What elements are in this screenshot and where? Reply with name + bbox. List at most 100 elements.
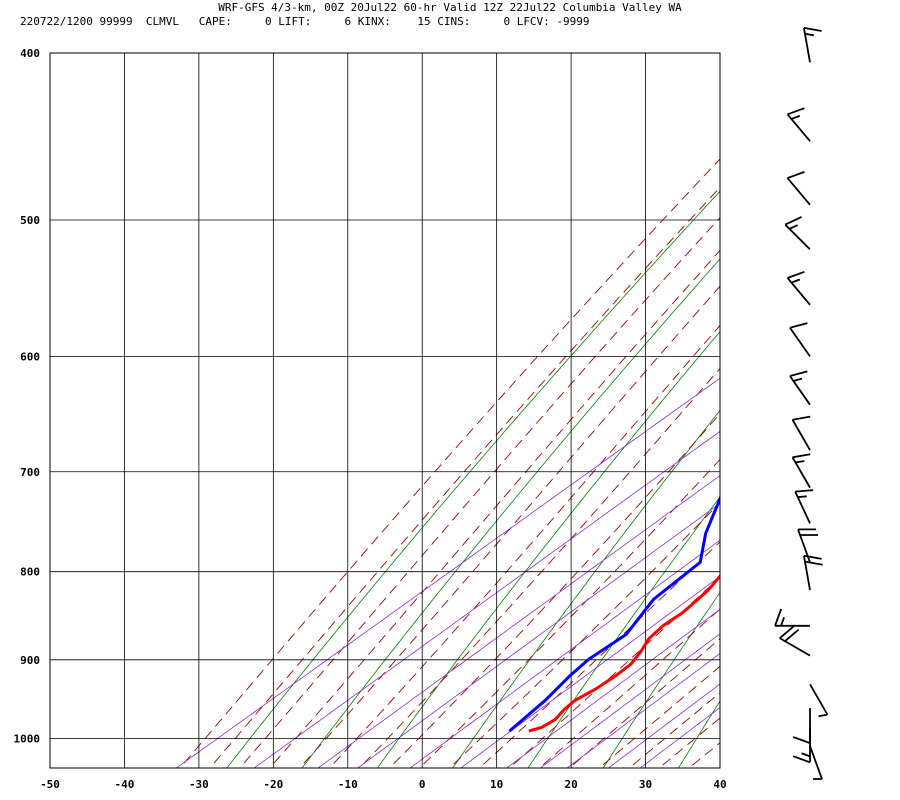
moist-adiabat (508, 576, 720, 768)
dry-adiabat (527, 496, 720, 768)
barb-feather (780, 617, 785, 627)
y-tick-label: 600 (20, 350, 40, 363)
plot-frame (49, 52, 721, 769)
moist-adiabat (418, 458, 720, 768)
barb-feather (818, 713, 828, 718)
wind-barbs (774, 26, 829, 780)
wind-barb (792, 708, 811, 744)
barb-feather (789, 322, 808, 329)
wind-barb (791, 415, 811, 451)
moist-adiabat (328, 324, 720, 768)
barb-shaft (786, 277, 811, 306)
barb-feather (784, 216, 802, 226)
wind-barb (786, 107, 811, 142)
moist-adiabat (358, 367, 720, 768)
mixing-ratio-line (317, 475, 720, 768)
mixing-ratio-line (460, 575, 720, 768)
mixing-ratio-line (357, 502, 720, 768)
mixing-ratio-line (506, 608, 720, 768)
x-tick-label: 10 (490, 778, 503, 791)
mixing-ratio-line (539, 633, 720, 768)
moist-adiabat (239, 217, 720, 768)
temperature-line (528, 573, 720, 733)
wind-barb (809, 745, 823, 780)
x-tick-label: -50 (40, 778, 60, 791)
x-tick-label: 0 (419, 778, 426, 791)
barb-feather (795, 489, 814, 493)
barb-feather (792, 453, 811, 459)
barb-feather (797, 495, 807, 498)
grid (50, 52, 720, 768)
mixing-ratio-line (253, 430, 720, 768)
y-tick-label: 900 (20, 654, 40, 667)
barb-shaft (794, 491, 811, 524)
barb-feather (787, 270, 805, 279)
barb-feather (791, 115, 801, 120)
mixing-ratio-line (566, 652, 720, 768)
moist-adiabat (658, 717, 720, 768)
x-tick-label: 20 (564, 778, 577, 791)
barb-feather (793, 377, 803, 382)
barb-feather (792, 755, 811, 764)
dry-adiabat (602, 592, 720, 768)
wind-barb (803, 554, 823, 591)
wind-barb (791, 453, 811, 489)
dry-adiabat (301, 258, 720, 768)
wind-barb (779, 625, 811, 657)
barb-shaft (789, 327, 811, 357)
x-tick-label: -20 (263, 778, 283, 791)
mixing-ratio-line (639, 707, 720, 768)
dry-adiabat (452, 409, 720, 768)
moist-adiabat (298, 285, 720, 768)
barb-shaft (789, 375, 811, 406)
dewpoint-line (508, 494, 720, 733)
barb-shaft (809, 683, 829, 716)
mixing-ratio-line (607, 683, 720, 768)
x-tick-label: 40 (713, 778, 726, 791)
profiles (508, 494, 720, 733)
moist-adiabat (628, 692, 720, 768)
barb-feather (787, 171, 805, 179)
barb-feather (791, 278, 801, 284)
wind-barb (803, 26, 822, 63)
barb-feather (801, 752, 811, 758)
y-tick-label: 400 (20, 47, 40, 60)
tick-labels: -50 -40 -30 -20 -10 0 10 20 30 40 400 500 600 700 800 9… (14, 47, 727, 791)
barb-feather (789, 370, 808, 377)
wind-barb (794, 489, 814, 524)
barb-feather (804, 32, 814, 37)
dry-adiabat (825, 44, 900, 776)
chart-title: WRF-GFS 4/3-km, 00Z 20Jul22 60-hr Valid … (218, 1, 682, 14)
wind-barb (789, 370, 811, 406)
barb-feather (792, 736, 811, 744)
dry-adiabat (376, 330, 720, 768)
moist-adiabat (688, 742, 720, 768)
barb-feather (792, 415, 811, 421)
moist-adiabat (179, 158, 720, 768)
dry-adiabat (678, 700, 720, 768)
barb-feather (779, 625, 795, 639)
chart-subtitle: 220722/1200 99999 CLMVL CAPE: 0 LIFT: 6 … (20, 15, 590, 28)
y-tick-label: 500 (20, 214, 40, 227)
moist-adiabat (568, 638, 720, 768)
barb-shaft (809, 745, 823, 780)
y-tick-label: 800 (20, 566, 40, 579)
moist-adiabat (209, 186, 720, 768)
x-tick-label: -10 (338, 778, 358, 791)
barb-feather (803, 26, 822, 32)
barb-feather (787, 107, 805, 116)
wind-barb (789, 322, 811, 357)
barb-shaft (791, 456, 811, 489)
wind-barb (786, 171, 811, 206)
wind-barb (784, 216, 811, 250)
background-lines (175, 44, 900, 776)
dry-adiabat (750, 44, 900, 776)
wind-barb (792, 727, 811, 764)
x-tick-label: 30 (639, 778, 652, 791)
wind-barb (786, 270, 811, 306)
y-tick-label: 700 (20, 466, 40, 479)
barb-feather (795, 460, 805, 464)
barb-shaft (791, 419, 811, 451)
barb-shaft (803, 555, 811, 591)
moist-adiabat (598, 665, 720, 768)
